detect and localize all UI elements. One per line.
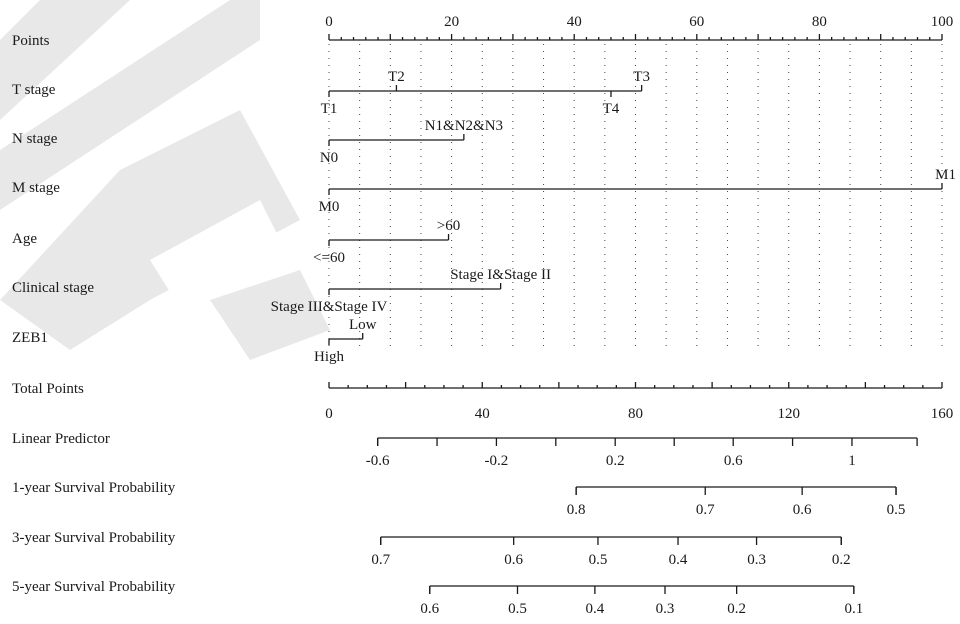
- 5-year-survival-probability-label: 5-year Survival Probability: [12, 579, 176, 595]
- 3-year-survival-probability-tick-label: 0.7: [371, 552, 390, 568]
- linear-predictor-tick-label: 0.6: [724, 453, 743, 469]
- axes: 0 20 40 60 80 100 T1 T2 T3 T4 N0 N1&N2&N3 M0 M1 <=60 >6…: [271, 14, 956, 617]
- points-axis-label: Points: [12, 33, 50, 49]
- row-labels: Points T stage N stage M stage Age Clinical s…: [12, 33, 176, 595]
- linear-predictor-tick-label: -0.2: [485, 453, 509, 469]
- points-axis-tick-label: 100: [931, 14, 954, 30]
- grid: [328, 44, 943, 352]
- total-points-tick-label: 80: [628, 406, 643, 422]
- total-points-tick-label: 120: [778, 406, 801, 422]
- 3-year-survival-probability-tick-label: 0.4: [669, 552, 688, 568]
- 1-year-survival-probability-tick-label: 0.5: [887, 502, 906, 518]
- zeb1-level-label: High: [314, 349, 345, 365]
- linear-predictor-tick-label: -0.6: [366, 453, 390, 469]
- t-stage-label: T stage: [12, 82, 56, 98]
- points-axis-tick-label: 20: [444, 14, 459, 30]
- zeb1-label: ZEB1: [12, 330, 48, 346]
- 5-year-survival-probability-tick-label: 0.6: [420, 601, 439, 617]
- watermark-stroke-5: [210, 270, 330, 360]
- 1-year-survival-probability-tick-label: 0.6: [793, 502, 812, 518]
- total-points-tick-label: 160: [931, 406, 954, 422]
- n-stage-level-label: N1&N2&N3: [425, 118, 503, 134]
- total-points-tick-label: 40: [475, 406, 490, 422]
- linear-predictor-tick-label: 1: [848, 453, 856, 469]
- 5-year-survival-probability-tick-label: 0.1: [845, 601, 864, 617]
- watermark-stroke-2: [0, 0, 260, 210]
- linear-predictor-label: Linear Predictor: [12, 431, 110, 447]
- points-axis-tick-label: 60: [689, 14, 704, 30]
- points-axis-tick-label: 40: [567, 14, 582, 30]
- age-label: Age: [12, 231, 37, 247]
- 3-year-survival-probability-tick-label: 0.3: [747, 552, 766, 568]
- 3-year-survival-probability-tick-label: 0.6: [504, 552, 523, 568]
- watermark-stroke-4: [150, 200, 280, 300]
- 1-year-survival-probability-label: 1-year Survival Probability: [12, 480, 176, 496]
- n-stage-level-label: N0: [320, 150, 338, 166]
- 3-year-survival-probability-tick-label: 0.5: [589, 552, 608, 568]
- watermark-stroke-3: [0, 110, 300, 350]
- 1-year-survival-probability-tick-label: 0.7: [696, 502, 715, 518]
- clinical-stage-label: Clinical stage: [12, 280, 94, 296]
- n-stage-label: N stage: [12, 131, 58, 147]
- points-axis-tick-label: 0: [325, 14, 333, 30]
- 5-year-survival-probability-tick-label: 0.5: [508, 601, 527, 617]
- 5-year-survival-probability-tick-label: 0.2: [727, 601, 746, 617]
- 3-year-survival-probability-tick-label: 0.2: [832, 552, 851, 568]
- m-stage-level-label: M0: [319, 199, 340, 215]
- clinical-stage-level-label: Stage III&Stage IV: [271, 299, 388, 315]
- total-points-tick-label: 0: [325, 406, 333, 422]
- watermark-stroke-1: [0, 0, 130, 120]
- zeb1-level-label: Low: [349, 317, 377, 333]
- 3-year-survival-probability-label: 3-year Survival Probability: [12, 530, 176, 546]
- t-stage-level-label: T3: [633, 69, 650, 85]
- age-level-label: >60: [437, 218, 460, 234]
- m-stage-level-label: M1: [935, 167, 956, 183]
- clinical-stage-level-label: Stage I&Stage II: [450, 267, 551, 283]
- total-points-label: Total Points: [12, 381, 84, 397]
- t-stage-level-label: T4: [603, 101, 620, 117]
- 5-year-survival-probability-tick-label: 0.4: [586, 601, 605, 617]
- t-stage-level-label: T1: [321, 101, 338, 117]
- age-level-label: <=60: [313, 250, 345, 266]
- m-stage-label: M stage: [12, 180, 60, 196]
- linear-predictor-tick-label: 0.2: [606, 453, 625, 469]
- points-axis-tick-label: 80: [812, 14, 827, 30]
- t-stage-level-label: T2: [388, 69, 405, 85]
- 1-year-survival-probability-tick-label: 0.8: [567, 502, 586, 518]
- 5-year-survival-probability-tick-label: 0.3: [656, 601, 675, 617]
- watermark: [0, 0, 330, 360]
